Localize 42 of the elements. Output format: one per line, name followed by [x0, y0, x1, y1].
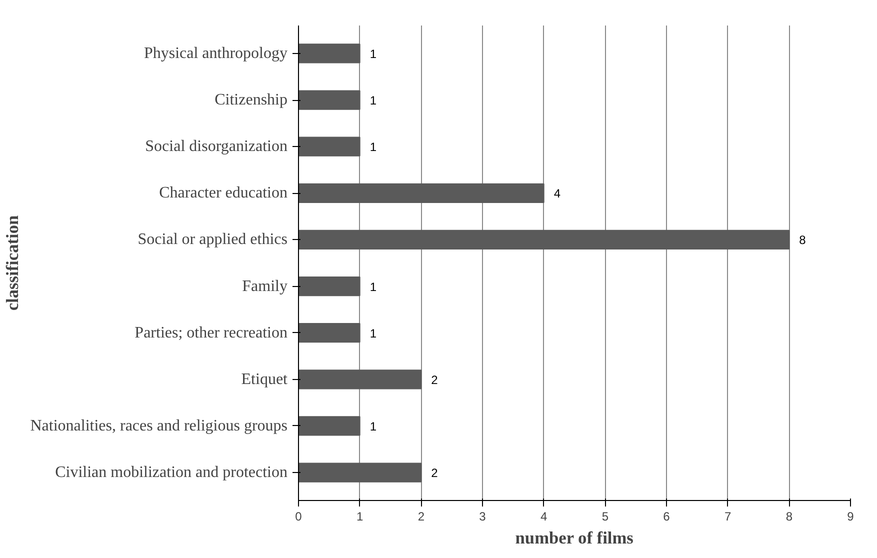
bar: [298, 44, 360, 64]
data-label: 1: [370, 140, 377, 154]
x-tick-label: 5: [602, 510, 609, 524]
data-label: 8: [799, 233, 806, 248]
x-tick-label: 4: [540, 510, 548, 524]
x-axis-title: number of films: [515, 528, 634, 548]
x-tick-label: 2: [418, 510, 425, 524]
y-tick-label: Character education: [159, 184, 288, 202]
bar: [298, 276, 360, 296]
y-tick-label: Physical anthropology: [144, 44, 288, 62]
y-tick-label: Social or applied ethics: [138, 231, 288, 248]
y-tick-label: Family: [242, 278, 288, 295]
y-tick-label: Nationalities, races and religious groups: [30, 417, 288, 434]
bar: [298, 230, 790, 250]
bar: [298, 416, 360, 436]
x-tick-label: 0: [295, 510, 302, 524]
bar: [298, 136, 360, 156]
bar: [298, 462, 422, 482]
x-tick-label: 8: [786, 510, 793, 524]
y-tick-label: Citizenship: [214, 92, 288, 109]
y-tick-label: Etiquet: [241, 370, 288, 388]
y-tick-label: Parties; other recreation: [134, 324, 288, 342]
y-tick-label: Social disorganization: [145, 138, 288, 156]
data-label: 1: [370, 280, 377, 294]
x-tick-label: 1: [356, 510, 364, 524]
data-label: 2: [431, 372, 438, 387]
data-label: 1: [370, 419, 377, 434]
data-label: 1: [370, 326, 377, 340]
bar: [298, 183, 544, 203]
data-label: 1: [370, 46, 377, 61]
bar: [298, 90, 360, 110]
x-tick-label: 6: [663, 510, 670, 524]
data-label: 4: [554, 186, 561, 201]
bar: [298, 323, 360, 343]
y-tick-label: Civilian mobilization and protection: [55, 464, 288, 482]
bar: [298, 370, 422, 390]
data-label: 1: [370, 94, 377, 108]
x-tick-label: 3: [479, 510, 486, 524]
x-tick-label: 9: [847, 510, 854, 524]
x-tick-label: 7: [724, 510, 732, 524]
y-axis-title: classification: [3, 214, 22, 311]
data-label: 2: [431, 466, 438, 480]
